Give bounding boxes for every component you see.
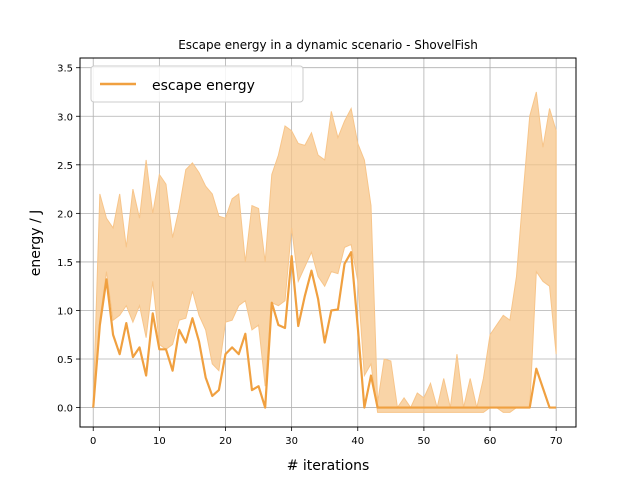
chart-title: Escape energy in a dynamic scenario - Sh… — [178, 38, 478, 52]
ticks: 0 10 20 30 40 50 60 70 0.0 0.5 1.0 1.5 2.0 2.5 3.0 3.5 — [57, 64, 562, 447]
x-tick-label: 0 — [90, 436, 96, 447]
confidence-band-layer — [92, 91, 557, 413]
y-tick-label: 1.0 — [57, 306, 73, 317]
y-tick-label: 0.5 — [57, 355, 73, 366]
x-axis-label: # iterations — [287, 458, 370, 474]
y-tick-label: 3.0 — [57, 112, 73, 123]
legend-box — [90, 65, 304, 103]
y-tick-label: 0.0 — [57, 404, 73, 415]
confidence-band — [92, 91, 557, 413]
series-line-escape-energy — [92, 251, 557, 409]
legend-label: escape energy — [152, 78, 255, 94]
x-tick-label: 20 — [219, 436, 232, 447]
y-tick-label: 3.5 — [57, 64, 73, 75]
x-tick-label: 50 — [418, 436, 431, 447]
y-axis-label: energy / J — [28, 210, 44, 277]
series-line-layer — [92, 251, 557, 409]
y-tick-label: 2.5 — [57, 161, 73, 172]
x-tick-label: 30 — [285, 436, 298, 447]
y-tick-label: 1.5 — [57, 258, 73, 269]
x-tick-label: 40 — [351, 436, 364, 447]
x-tick-label: 70 — [550, 436, 563, 447]
legend: escape energy — [90, 65, 304, 103]
y-tick-label: 2.0 — [57, 209, 73, 220]
plot-frame — [79, 57, 577, 428]
x-tick-label: 10 — [153, 436, 166, 447]
x-tick-label: 60 — [484, 436, 497, 447]
